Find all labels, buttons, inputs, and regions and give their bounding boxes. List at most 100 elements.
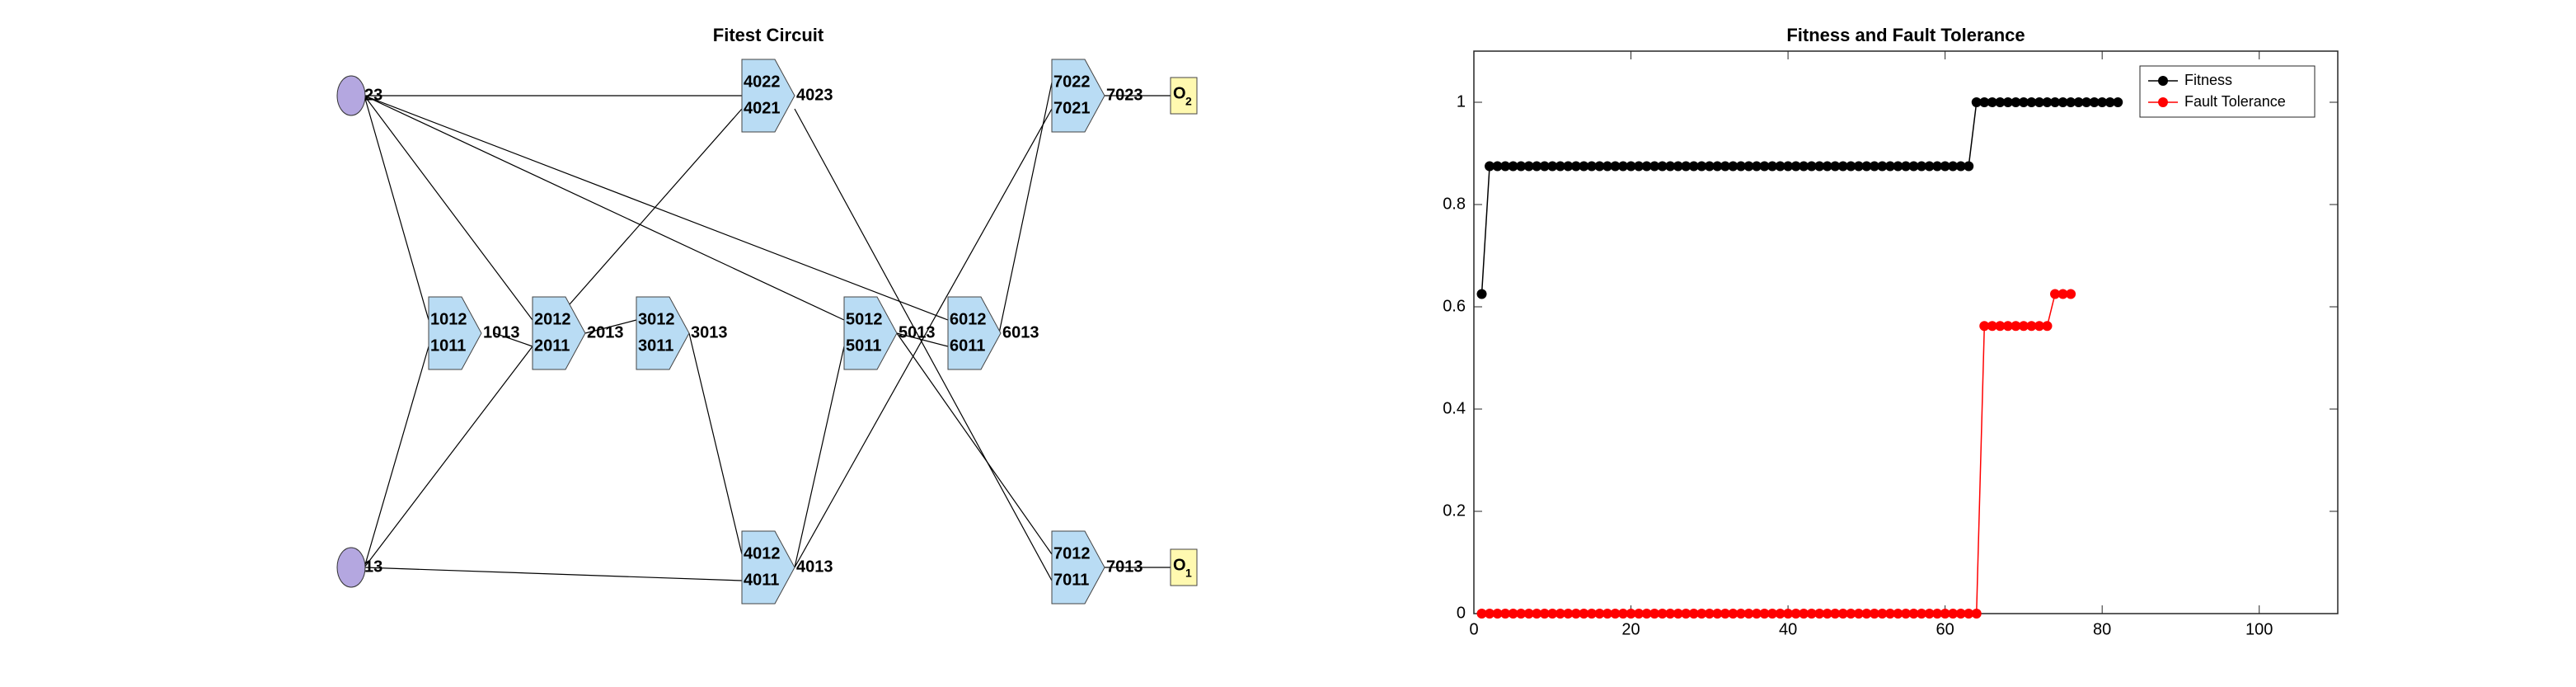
x-tick-label: 20: [1621, 620, 1640, 638]
data-point: [1861, 609, 1872, 619]
data-point: [1673, 161, 1683, 172]
data-point: [1649, 609, 1660, 619]
data-point: [2050, 97, 2061, 107]
data-point: [1476, 609, 1487, 619]
data-point: [1516, 161, 1527, 172]
data-point: [1837, 609, 1848, 619]
data-point: [1657, 609, 1668, 619]
gate-output-label: 6013: [1002, 323, 1039, 341]
data-point: [1712, 609, 1723, 619]
wire: [364, 95, 845, 321]
gate-input-label: 7021: [1053, 99, 1091, 117]
wire: [364, 346, 533, 568]
data-point: [1767, 161, 1778, 172]
data-point: [1790, 161, 1801, 172]
gate-output-label: 4013: [796, 558, 833, 576]
data-point: [1783, 161, 1794, 172]
y-tick-label: 0.6: [1443, 297, 1466, 315]
data-point: [1523, 161, 1534, 172]
data-point: [1665, 609, 1676, 619]
data-point: [1508, 161, 1518, 172]
data-point: [1814, 161, 1825, 172]
gate: [636, 296, 690, 370]
data-point: [1775, 161, 1785, 172]
gate-input-label: 4021: [744, 99, 781, 117]
data-point: [1987, 97, 1997, 107]
data-point: [1579, 609, 1589, 619]
data-point: [2002, 321, 2013, 332]
data-point: [1799, 161, 1809, 172]
data-point: [2050, 289, 2061, 299]
data-point: [1948, 161, 1959, 172]
gate-input-label: 4012: [744, 544, 781, 562]
data-point: [1955, 161, 1966, 172]
data-point: [2042, 97, 2053, 107]
data-point: [1971, 97, 1982, 107]
gate-output-label: 3013: [691, 323, 728, 341]
data-point: [1893, 609, 1903, 619]
data-point: [1594, 609, 1605, 619]
data-point: [1932, 609, 1943, 619]
data-point: [1570, 609, 1581, 619]
output-node: [1170, 548, 1198, 586]
data-point: [2026, 321, 2037, 332]
data-point: [1618, 161, 1629, 172]
data-point: [1563, 609, 1574, 619]
data-point: [1979, 321, 1990, 332]
data-point: [1877, 609, 1888, 619]
input-node: [336, 75, 366, 116]
data-point: [1602, 161, 1612, 172]
wire: [794, 108, 1053, 568]
data-point: [1586, 161, 1597, 172]
data-point: [1728, 609, 1738, 619]
data-point: [2026, 97, 2037, 107]
data-point: [1485, 609, 1495, 619]
data-point: [2073, 97, 2084, 107]
output-subscript: 1: [1185, 567, 1192, 580]
data-point: [2113, 97, 2123, 107]
data-point: [1869, 609, 1879, 619]
legend-marker: [2158, 97, 2168, 107]
gate: [532, 296, 586, 370]
wire: [364, 95, 533, 321]
chart-title: Fitness and Fault Tolerance: [1786, 25, 2025, 45]
data-point: [1720, 609, 1730, 619]
data-point: [1728, 161, 1738, 172]
data-point: [1830, 609, 1841, 619]
gate-input-label: 2012: [534, 310, 571, 328]
y-tick-label: 0.4: [1443, 399, 1466, 417]
y-tick-label: 0.8: [1443, 195, 1466, 213]
data-point: [1964, 161, 1974, 172]
data-point: [1846, 609, 1856, 619]
data-point: [1720, 161, 1730, 172]
data-point: [1516, 609, 1527, 619]
data-point: [1704, 161, 1715, 172]
x-tick-label: 100: [2245, 620, 2273, 638]
gate: [741, 59, 795, 133]
data-point: [1759, 609, 1770, 619]
output-node: [1170, 77, 1198, 115]
data-point: [1665, 161, 1676, 172]
gate-input-label: 1011: [430, 336, 466, 355]
data-point: [1641, 161, 1652, 172]
data-point: [1799, 609, 1809, 619]
data-point: [1696, 161, 1707, 172]
x-tick-label: 80: [2093, 620, 2111, 638]
data-point: [1681, 161, 1692, 172]
data-point: [1570, 161, 1581, 172]
y-tick-label: 0.2: [1443, 501, 1466, 520]
data-point: [1893, 161, 1903, 172]
gate-output-label: 7023: [1106, 86, 1143, 104]
data-point: [1830, 161, 1841, 172]
data-point: [1657, 161, 1668, 172]
legend-marker: [2158, 76, 2168, 86]
data-point: [1955, 609, 1966, 619]
wire: [364, 95, 429, 321]
gate-input-label: 1012: [430, 310, 467, 328]
gate: [843, 296, 898, 370]
gate-output-label: 1013: [483, 323, 520, 341]
data-point: [1594, 161, 1605, 172]
data-point: [1759, 161, 1770, 172]
data-point: [1696, 609, 1707, 619]
data-point: [1555, 609, 1565, 619]
